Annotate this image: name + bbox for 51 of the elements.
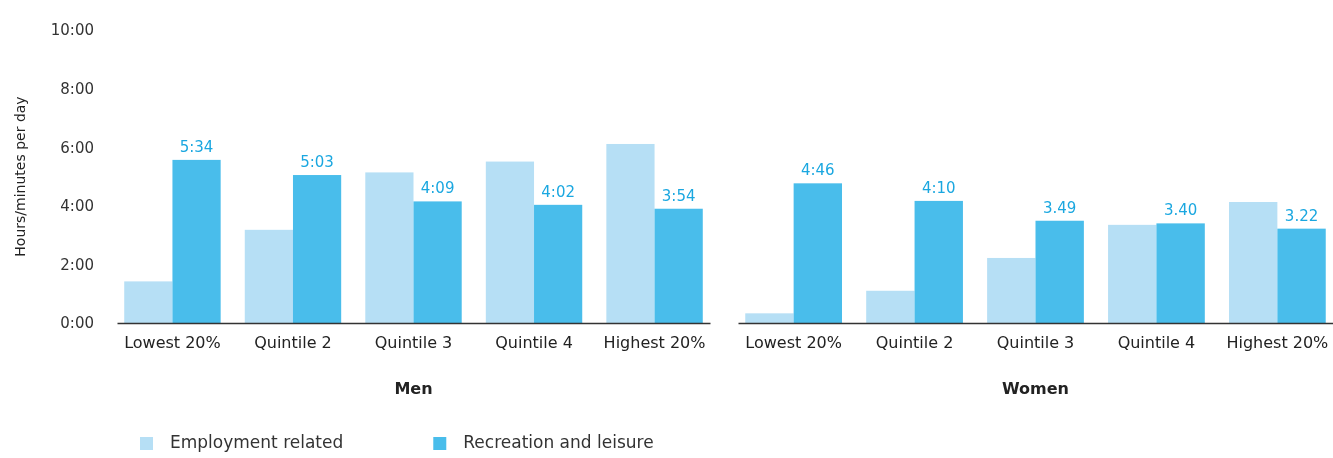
bar: [1156, 223, 1205, 323]
data-label: 3:54: [661, 186, 696, 205]
bar: [606, 143, 655, 323]
bar: [1108, 224, 1157, 323]
x-tick-label: Quintile 2: [875, 333, 954, 353]
x-tick-label: Lowest 20%: [745, 333, 842, 353]
y-tick-label: 4:00: [60, 197, 94, 216]
data-label: 3.40: [1163, 201, 1198, 220]
bar: [485, 161, 535, 323]
y-tick-label: 0:00: [60, 314, 94, 333]
x-tick-label: Quintile 2: [254, 333, 332, 353]
legend-label: Recreation and leisure: [463, 432, 654, 452]
x-tick-label: Highest 20%: [1226, 333, 1329, 353]
y-axis-title: Hours/minutes per day: [12, 96, 28, 257]
bar: [244, 229, 293, 323]
bar: [534, 204, 583, 323]
x-tick-label: Quintile 4: [1117, 333, 1196, 353]
data-label: 4:02: [541, 182, 575, 201]
x-tick-label: Quintile 4: [495, 333, 573, 353]
y-tick-label: 10:00: [50, 21, 94, 40]
x-tick-label: Lowest 20%: [124, 333, 221, 353]
x-tick-label: Quintile 3: [996, 333, 1075, 353]
data-label: 5:03: [300, 153, 334, 172]
bar: [866, 290, 915, 323]
bar: [745, 313, 794, 323]
data-label: 5:34: [179, 137, 214, 156]
bar: [1035, 220, 1084, 323]
x-tick-label: Highest 20%: [603, 333, 706, 353]
x-axis-title: Women: [1002, 379, 1069, 398]
data-label: 3.22: [1284, 206, 1319, 225]
y-tick-label: 8:00: [60, 79, 94, 98]
bar: [292, 175, 342, 323]
bar: [793, 183, 842, 323]
bar: [987, 257, 1036, 323]
data-label: 4:46: [800, 161, 835, 180]
bar: [914, 200, 963, 323]
x-axis-title: Men: [394, 379, 433, 398]
data-label: 4:10: [921, 178, 956, 197]
x-tick-label: Quintile 3: [374, 333, 453, 353]
bar: [654, 208, 703, 323]
legend-label: Employment related: [170, 432, 344, 452]
y-tick-label: 6:00: [60, 138, 94, 157]
bar: [1229, 201, 1278, 323]
bar: [413, 201, 462, 323]
data-label: 3.49: [1042, 198, 1077, 217]
y-tick-label: 2:00: [60, 255, 94, 274]
data-label: 4:09: [420, 179, 455, 198]
bar: [1277, 228, 1326, 323]
bar: [124, 281, 173, 323]
bar: [172, 159, 221, 323]
bar: [365, 172, 414, 323]
